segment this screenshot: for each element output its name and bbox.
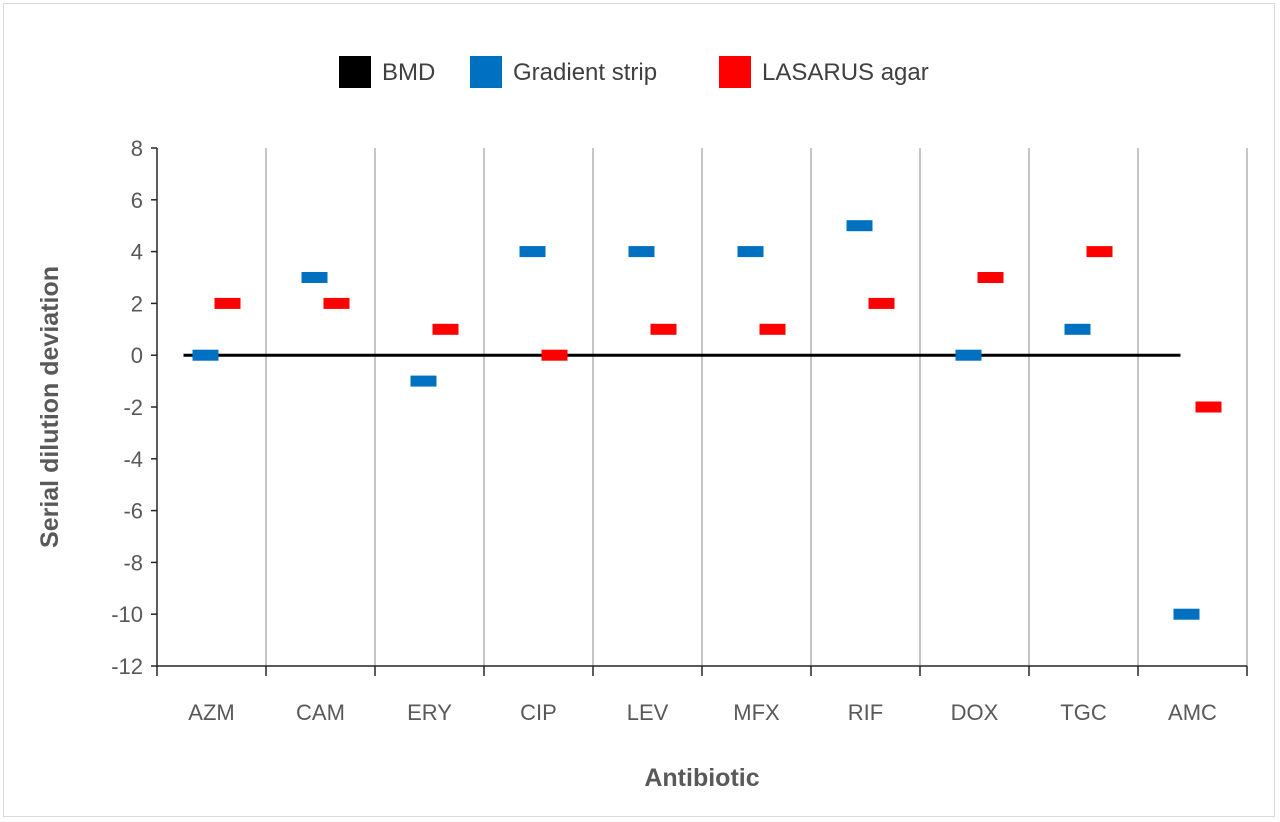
- legend-label: Gradient strip: [513, 59, 657, 86]
- chart-frame: [3, 3, 1275, 817]
- y-axis-title: Serial dilution deviation: [36, 266, 64, 548]
- y-tick-label: -2: [123, 395, 143, 420]
- x-axis-title: Antibiotic: [644, 764, 759, 792]
- x-tick-label: LEV: [627, 700, 669, 725]
- x-tick-label: MFX: [733, 700, 780, 725]
- data-point-gradient-strip: [628, 246, 655, 258]
- data-point-gradient-strip: [410, 375, 437, 387]
- x-tick-label: AMC: [1168, 700, 1217, 725]
- x-tick-label: CIP: [520, 700, 557, 725]
- data-point-lasarus-agar: [541, 349, 568, 361]
- data-point-lasarus-agar: [759, 323, 786, 335]
- legend-swatch: [470, 56, 502, 88]
- data-point-gradient-strip: [519, 246, 546, 258]
- y-tick-label: -12: [111, 654, 143, 679]
- data-point-gradient-strip: [301, 272, 328, 283]
- data-point-gradient-strip: [1173, 608, 1200, 620]
- data-point-gradient-strip: [192, 349, 219, 361]
- data-point-gradient-strip: [955, 349, 982, 361]
- data-point-gradient-strip: [737, 246, 764, 258]
- y-tick-label: -8: [123, 550, 143, 575]
- data-point-gradient-strip: [846, 220, 873, 232]
- x-axis-ticks: AZM CAM ERY CIP LEV MFX RIF DOX TGC AMC: [156, 666, 1248, 725]
- x-tick-label: CAM: [296, 700, 345, 725]
- data-point-lasarus-agar: [432, 323, 459, 335]
- y-tick-label: 2: [131, 291, 143, 316]
- data-point-lasarus-agar: [1086, 246, 1113, 258]
- data-point-lasarus-agar: [650, 323, 677, 335]
- y-tick-label: 4: [131, 240, 143, 265]
- series-marks: [183, 220, 1222, 620]
- x-tick-label: ERY: [407, 700, 452, 725]
- y-tick-label: -6: [123, 499, 143, 524]
- legend-label: LASARUS agar: [762, 59, 929, 86]
- legend-swatch: [719, 56, 751, 88]
- data-point-lasarus-agar: [214, 297, 241, 309]
- x-tick-label: RIF: [848, 700, 883, 725]
- y-tick-label: -4: [123, 447, 143, 472]
- data-point-lasarus-agar: [977, 272, 1004, 283]
- x-tick-label: DOX: [951, 700, 999, 725]
- data-point-gradient-strip: [1064, 323, 1091, 335]
- data-point-lasarus-agar: [868, 297, 895, 309]
- y-axis-ticks: 8 6 4 2 0 -2 -4 -6 -8 -10 -12: [111, 136, 157, 679]
- y-tick-label: 6: [131, 188, 143, 213]
- data-point-lasarus-agar: [323, 297, 350, 309]
- y-tick-label: 8: [131, 136, 143, 161]
- x-tick-label: AZM: [188, 700, 234, 725]
- legend-swatch: [339, 56, 371, 88]
- y-tick-label: -10: [111, 602, 143, 627]
- y-tick-label: 0: [131, 343, 143, 368]
- legend: BMD Gradient strip LASARUS agar: [339, 56, 929, 88]
- legend-label: BMD: [382, 59, 435, 86]
- data-point-lasarus-agar: [1195, 401, 1222, 413]
- category-gridlines: [265, 148, 1248, 666]
- x-tick-label: TGC: [1060, 700, 1107, 725]
